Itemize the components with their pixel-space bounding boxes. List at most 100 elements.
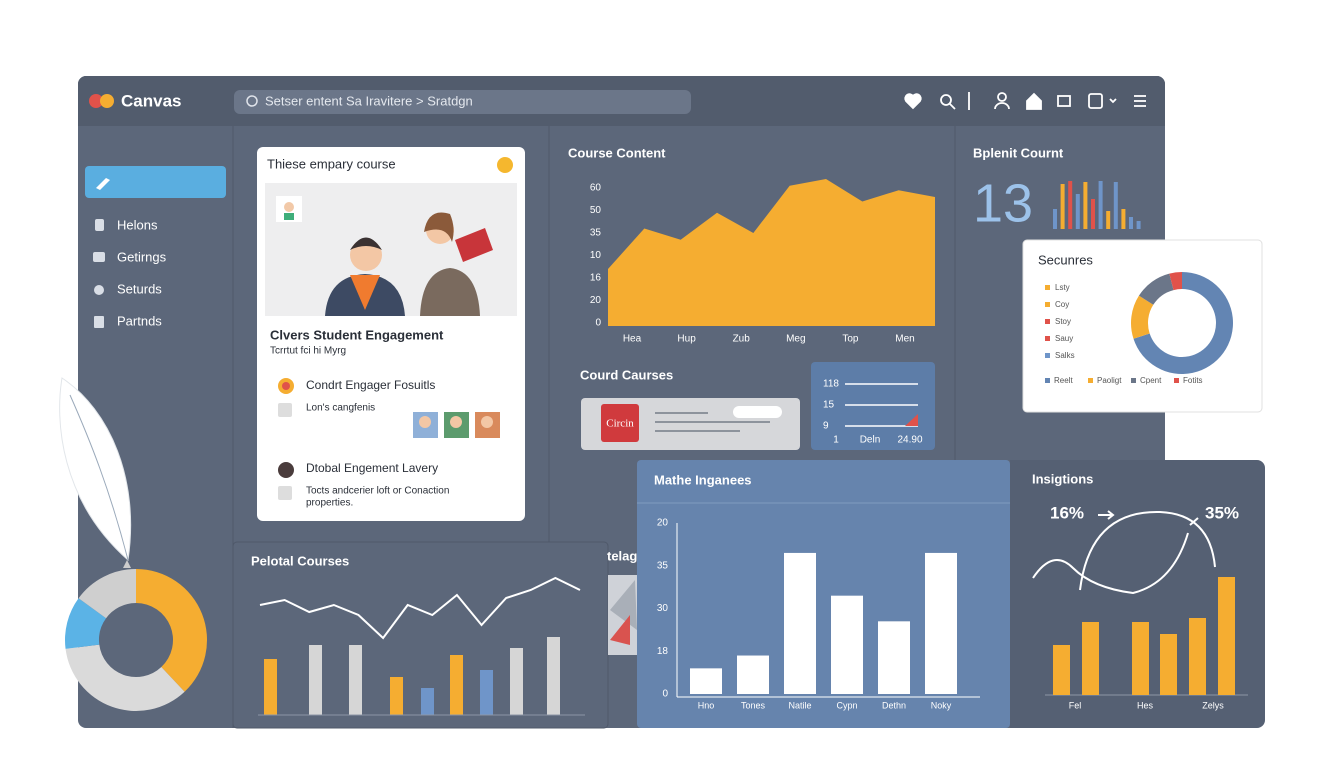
label: Fotits (1183, 376, 1203, 385)
checkbox[interactable] (278, 486, 292, 500)
label: 20 (657, 518, 669, 529)
sidebar-icon (96, 178, 110, 190)
label: Meg (786, 334, 805, 345)
label: 1 (833, 435, 839, 446)
chart-title: Secunres (1038, 252, 1093, 267)
label: Stoy (1055, 317, 1071, 326)
bar (349, 645, 362, 715)
legend-swatch (1088, 378, 1093, 383)
mini-mark (905, 414, 918, 426)
pill (733, 406, 782, 418)
bar (1129, 217, 1133, 229)
chart-title: Mathe Inganees (654, 472, 752, 487)
label: Zelys (1202, 700, 1224, 710)
bar (1053, 645, 1070, 695)
label: Reelt (1054, 376, 1073, 385)
label: 20 (590, 295, 602, 306)
pie-slice (78, 569, 136, 619)
legend-swatch (1045, 319, 1050, 324)
search-text: Setser entent Sa Iravitere > Sratdgn (265, 93, 473, 108)
sidebar-item[interactable]: Helons (117, 217, 158, 232)
bar (1189, 618, 1206, 695)
pie-slice (1169, 272, 1182, 291)
pie-slice (64, 598, 107, 649)
label: 24.90 (897, 435, 922, 446)
label: 0 (595, 318, 601, 329)
bar (737, 655, 769, 694)
big-number: 13 (973, 173, 1033, 233)
sidebar-item[interactable]: Getirngs (117, 249, 167, 264)
search-icon (246, 95, 258, 107)
legend-swatch (1045, 285, 1050, 290)
sidebar-item[interactable]: Seturds (117, 281, 162, 296)
sidebar-item[interactable]: Partnds (117, 313, 162, 328)
label: 50 (590, 205, 602, 216)
bar (925, 552, 957, 694)
partial-title: telag (607, 548, 637, 563)
pie-slice (65, 644, 185, 711)
bar (547, 637, 560, 715)
label: Sauy (1055, 334, 1073, 343)
bar (1082, 622, 1099, 695)
item-title[interactable]: Dtobal Engement Lavery (306, 461, 438, 475)
bar (1098, 181, 1103, 229)
annotation: 35% (1205, 503, 1239, 522)
label: Fel (1069, 700, 1082, 710)
label: Paoligt (1097, 376, 1122, 385)
item-text: Lon's cangfenis (306, 403, 375, 414)
chart-title: Course Content (568, 145, 666, 160)
sidebar-active[interactable] (85, 166, 226, 198)
logo-icon (100, 94, 114, 108)
text-lines (655, 412, 770, 432)
bar (1075, 194, 1080, 229)
bar (421, 688, 434, 715)
label: 118 (823, 379, 839, 390)
feather-spine (69, 394, 129, 561)
bar (1136, 221, 1141, 229)
bar (390, 677, 403, 715)
bar (480, 670, 493, 715)
bar (1113, 182, 1118, 229)
toolbar-icons[interactable] (904, 92, 1146, 110)
label: Zub (733, 334, 751, 345)
chart-title: Insigtions (1032, 471, 1093, 486)
badge (497, 157, 513, 173)
avatars (413, 412, 500, 438)
pie-slice (1131, 295, 1154, 339)
bar (1218, 577, 1235, 695)
chart-title: Pelotal Courses (251, 553, 349, 568)
legend-swatch (1045, 378, 1050, 383)
bar (1060, 184, 1065, 229)
label: 15 (823, 400, 835, 411)
item-text: properties. (306, 498, 353, 509)
label: Hea (623, 334, 642, 345)
label: 0 (662, 689, 668, 700)
label: Hes (1137, 700, 1154, 710)
line (259, 576, 581, 640)
legend-swatch (1045, 353, 1050, 358)
item-title[interactable]: Condrt Engager Fosuitls (306, 378, 435, 392)
card-heading: Clvers Student Engagement (270, 327, 444, 342)
bar (1106, 211, 1111, 229)
bar (510, 648, 523, 715)
label: Lsty (1055, 283, 1070, 292)
label: Natile (788, 700, 811, 710)
logo: Canvas (121, 91, 181, 110)
card-title: Thiese empary course (267, 156, 396, 171)
checkbox[interactable] (278, 403, 292, 417)
label: 9 (823, 421, 829, 432)
label: Hno (698, 700, 715, 710)
bar (1160, 634, 1177, 695)
pie-slice (136, 569, 207, 692)
bar (831, 595, 863, 694)
legend-swatch (1131, 378, 1136, 383)
label: Tones (741, 700, 766, 710)
search-box[interactable] (234, 90, 691, 114)
label: Salks (1055, 351, 1075, 360)
label: 16 (590, 273, 602, 284)
bar (1083, 182, 1088, 229)
label: 35 (657, 560, 669, 571)
logo-icon (89, 94, 103, 108)
bar (450, 655, 463, 715)
legend-swatch (1045, 302, 1050, 307)
